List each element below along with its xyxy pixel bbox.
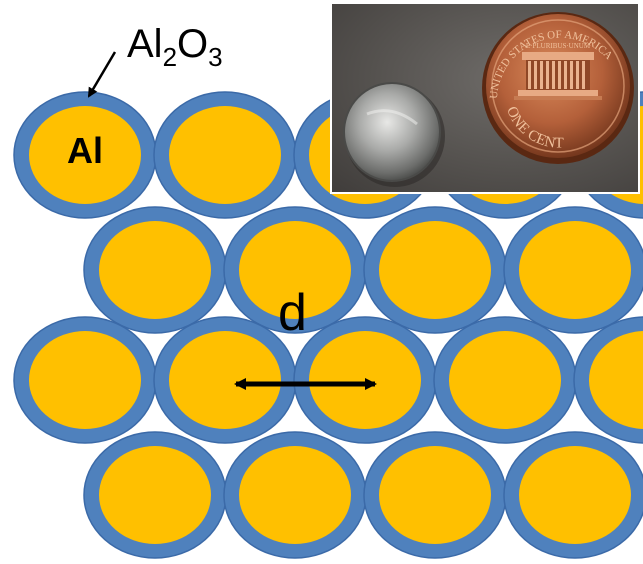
particle	[83, 206, 227, 334]
core-label: Al	[67, 130, 103, 171]
penny-inner-rim	[491, 19, 625, 153]
oxide-pointer-arrow	[87, 51, 117, 98]
particle	[573, 316, 643, 444]
particle	[13, 91, 157, 219]
coin-motto: E·PLURIBUS·UNUM	[526, 42, 591, 50]
particle	[293, 316, 437, 444]
particle	[503, 206, 643, 334]
particle	[223, 206, 367, 334]
aluminum-core	[379, 221, 491, 319]
aluminum-core	[589, 331, 643, 429]
aluminum-core	[449, 331, 561, 429]
particle	[223, 431, 367, 559]
aluminum-core	[99, 221, 211, 319]
distance-label: d	[278, 284, 307, 342]
aluminum-core	[519, 221, 631, 319]
particle	[503, 431, 643, 559]
memorial-building	[514, 52, 602, 100]
disk-highlight	[366, 109, 418, 126]
aluminum-core	[379, 446, 491, 544]
aluminum-core	[519, 446, 631, 544]
particle	[13, 316, 157, 444]
coin-photo: UNITED STATES OF AMERICA	[330, 2, 640, 194]
coin-photo-art: UNITED STATES OF AMERICA	[343, 12, 634, 187]
particle	[433, 316, 577, 444]
aluminum-core	[99, 446, 211, 544]
particle	[153, 316, 297, 444]
particle	[363, 206, 507, 334]
aluminum-core	[309, 331, 421, 429]
oxide-label-group: Al2O3	[87, 22, 223, 98]
aluminum-core	[29, 331, 141, 429]
aluminum-core	[169, 331, 281, 429]
aluminum-core	[239, 221, 351, 319]
particle	[363, 431, 507, 559]
aluminum-core	[169, 106, 281, 204]
particle	[153, 91, 297, 219]
particle	[83, 431, 227, 559]
oxide-label: Al2O3	[127, 22, 223, 72]
aluminum-disk	[343, 82, 441, 182]
aluminum-core	[29, 106, 141, 204]
aluminum-core	[239, 446, 351, 544]
